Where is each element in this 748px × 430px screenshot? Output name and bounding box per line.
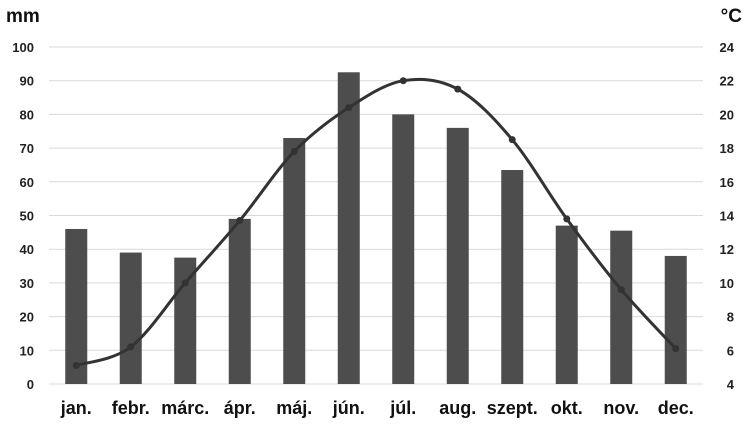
temperature-point	[399, 77, 407, 85]
temperature-line	[72, 77, 680, 369]
right-tick-label: 22	[720, 74, 734, 89]
month-label: márc.	[161, 398, 209, 418]
left-tick-label: 30	[20, 276, 34, 291]
month-label: aug.	[439, 398, 476, 418]
temperature-point	[181, 279, 189, 287]
precipitation-bar	[664, 255, 687, 384]
right-tick-label: 18	[720, 141, 734, 156]
right-tick-label: 16	[720, 175, 734, 190]
month-label: jún.	[332, 398, 365, 418]
month-label: nov.	[603, 398, 639, 418]
left-tick-label: 80	[20, 107, 34, 122]
right-tick-label: 4	[727, 377, 735, 392]
month-label: febr.	[112, 398, 150, 418]
right-axis-unit: °C	[721, 6, 743, 27]
month-label: jan.	[60, 398, 92, 418]
temperature-point	[345, 104, 353, 112]
precipitation-bars	[65, 72, 687, 385]
temperature-point	[672, 345, 680, 353]
left-tick-label: 0	[27, 377, 34, 392]
precipitation-bar	[337, 72, 360, 385]
precipitation-bar	[501, 170, 524, 384]
right-tick-label: 10	[720, 276, 734, 291]
temperature-point	[454, 85, 462, 93]
month-label: júl.	[389, 398, 416, 418]
precipitation-bar	[283, 137, 306, 384]
temperature-point	[508, 136, 516, 144]
left-tick-label: 40	[20, 242, 34, 257]
month-label: máj.	[276, 398, 312, 418]
month-label: ápr.	[224, 398, 256, 418]
right-tick-label: 6	[727, 343, 734, 358]
right-tick-label: 20	[720, 107, 734, 122]
gridlines	[49, 46, 703, 385]
right-tick-label: 12	[720, 242, 734, 257]
month-labels: jan. febr. márc. ápr. máj. jún. júl. aug. szept.…	[60, 398, 694, 418]
right-axis-ticks: 4 6 8 10 12 14 16 18 20 22 24	[720, 40, 735, 392]
precipitation-bar	[174, 257, 197, 384]
left-tick-label: 90	[20, 74, 34, 89]
right-tick-label: 24	[720, 40, 735, 55]
left-tick-label: 60	[20, 175, 34, 190]
month-label: szept.	[487, 398, 538, 418]
precipitation-bar	[446, 127, 469, 384]
precipitation-bar	[555, 225, 578, 384]
temperature-point	[290, 147, 298, 155]
temperature-curve	[75, 77, 677, 367]
left-tick-label: 50	[20, 209, 34, 224]
left-axis-ticks: 0 10 20 30 40 50 60 70 80 90 100	[12, 40, 34, 392]
left-tick-label: 20	[20, 310, 34, 325]
precipitation-bar	[610, 230, 633, 384]
month-label: dec.	[658, 398, 694, 418]
left-tick-label: 10	[20, 343, 34, 358]
right-tick-label: 8	[727, 310, 734, 325]
precipitation-bar	[119, 252, 142, 384]
temperature-point	[563, 215, 571, 223]
precipitation-bar	[65, 228, 88, 384]
temperature-point	[72, 361, 80, 369]
temperature-point	[236, 217, 244, 225]
temperature-point	[617, 286, 625, 294]
left-tick-label: 70	[20, 141, 34, 156]
precipitation-bar	[228, 218, 251, 384]
precipitation-bar	[392, 114, 415, 385]
temperature-point	[127, 343, 135, 351]
left-axis-unit: mm	[6, 6, 40, 27]
month-label: okt.	[551, 398, 583, 418]
left-tick-label: 100	[12, 40, 34, 55]
right-tick-label: 14	[720, 209, 735, 224]
